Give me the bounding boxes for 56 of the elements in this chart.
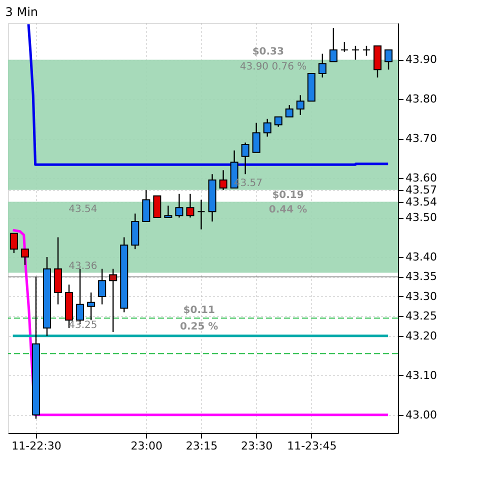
candlestick: [109, 268, 118, 333]
candlestick: [186, 193, 194, 218]
candlestick: [362, 45, 370, 56]
candlestick: [87, 292, 96, 321]
candlestick: [252, 122, 260, 154]
y-tick-label: 43.35: [406, 270, 437, 284]
candlestick: [296, 94, 304, 116]
y-tick-label: 43.20: [406, 329, 437, 342]
candlestick: [164, 205, 172, 218]
y-tick-label: 43.57: [406, 183, 437, 196]
annotation: 0.44 %: [268, 204, 308, 216]
candlestick: [20, 248, 29, 266]
y-tick-label: 43.25: [406, 310, 437, 323]
candlestick: [142, 189, 150, 222]
chart-title: 3 Min: [5, 4, 38, 19]
candlestick: [131, 212, 140, 250]
candlestick: [329, 28, 338, 62]
candlestick: [274, 116, 282, 128]
y-tick-label: 43.54: [406, 195, 437, 208]
candlestick: [219, 170, 228, 191]
candlestick: [374, 45, 382, 78]
y-tick-label: 43.10: [406, 368, 437, 382]
annotation: $0.33: [252, 46, 284, 58]
candlestick: [340, 41, 348, 52]
y-tick-label: 43.30: [406, 290, 437, 303]
candlestick: [175, 193, 184, 218]
y-tick-label: 43.90: [406, 53, 437, 66]
y-tick-label: 43.00: [406, 408, 437, 422]
candlestick: [197, 199, 206, 230]
y-tick-label: 43.70: [406, 132, 437, 146]
annotation: $0.19: [272, 190, 304, 202]
candlestick: [54, 236, 62, 305]
candlestick: [10, 232, 18, 254]
line-series: [27, 22, 390, 166]
annotation: 43.36: [68, 260, 98, 272]
x-tick-label: 11-22:30: [12, 440, 62, 452]
candlestick: [351, 45, 360, 60]
y-tick-label: 43.80: [406, 92, 437, 106]
candlestick: [153, 195, 162, 218]
y-tick-label: 43.40: [406, 250, 437, 264]
annotation: $0.11: [183, 305, 215, 316]
x-tick-label: 23:30: [240, 440, 273, 452]
candlestick: [263, 118, 272, 138]
annotation: 43.54: [68, 204, 98, 215]
x-tick-label: 11-23:45: [287, 440, 337, 452]
y-tick-label: 43.60: [406, 172, 437, 185]
candlestick: [285, 104, 294, 118]
candlestick: [384, 49, 393, 70]
y-tick-label: 43.50: [406, 211, 437, 224]
annotation: 43.90 0.76 %: [240, 62, 307, 73]
candlestick: [98, 268, 106, 305]
annotation: 0.25 %: [180, 321, 218, 332]
candlestick: [241, 142, 250, 175]
x-tick-label: 23:15: [186, 440, 218, 452]
x-tick-label: 23:00: [130, 440, 163, 452]
candlestick: [318, 53, 326, 78]
